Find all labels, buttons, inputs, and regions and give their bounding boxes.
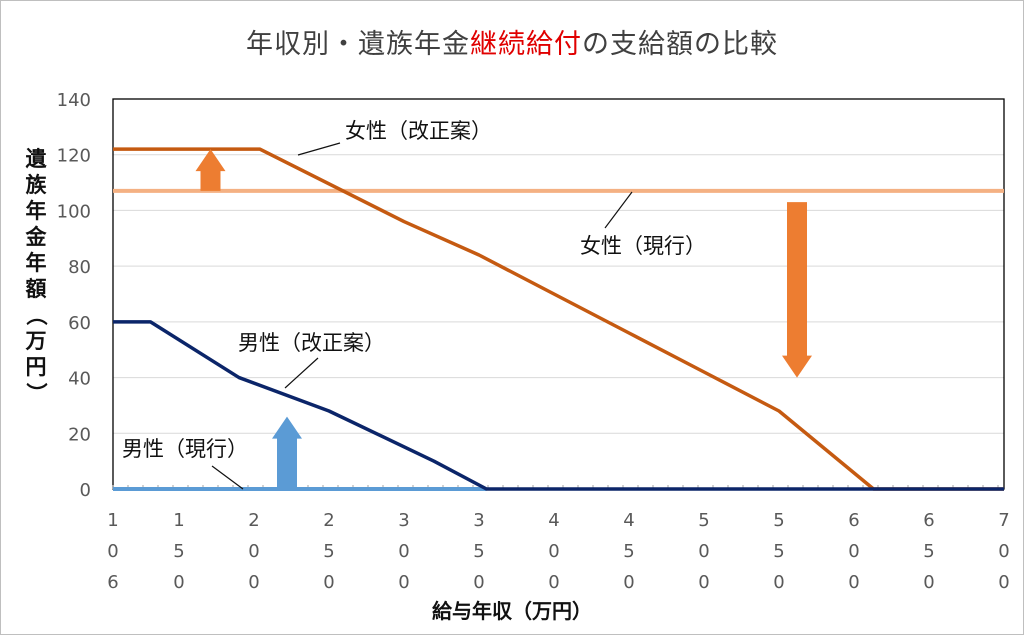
x-tick-label: 3 xyxy=(398,510,409,531)
arrow-up-icon xyxy=(272,416,302,489)
series-annotation: 男性（現行） xyxy=(122,437,248,461)
y-axis-label-char: 年 xyxy=(25,251,47,275)
chart-title: 年収別・遺族年金継続給付の支給額の比較 xyxy=(0,22,1024,61)
y-axis-label-char: 万 xyxy=(25,329,47,353)
annotation-leader-line xyxy=(284,357,319,389)
x-tick-label: 6 xyxy=(107,572,118,593)
y-axis-label-char: 遺 xyxy=(25,147,47,171)
x-tick-label: 0 xyxy=(923,572,934,593)
series-line xyxy=(113,320,1004,491)
x-tick-label: 6 xyxy=(848,510,859,531)
y-tick-label: 80 xyxy=(68,257,91,278)
x-tick-label: 5 xyxy=(773,541,784,562)
x-tick-label: 0 xyxy=(548,541,559,562)
y-tick-label: 40 xyxy=(68,369,91,390)
x-tick-label: 0 xyxy=(998,541,1009,562)
x-tick-label: 5 xyxy=(773,510,784,531)
y-axis-label-char: 額 xyxy=(25,277,47,301)
x-tick-label: 1 xyxy=(107,510,118,531)
title-highlight: 継続給付 xyxy=(470,29,582,60)
x-tick-label: 2 xyxy=(248,510,259,531)
y-axis-label: 遺族年金年額（万円） xyxy=(22,146,50,406)
x-tick-label: 0 xyxy=(698,541,709,562)
x-tick-label: 7 xyxy=(998,510,1009,531)
title-prefix: 年収別・遺族年金 xyxy=(246,29,470,60)
y-tick-label: 20 xyxy=(68,424,91,445)
series-line xyxy=(113,147,1004,491)
x-tick-label: 0 xyxy=(248,572,259,593)
x-tick-label: 5 xyxy=(623,541,634,562)
x-tick-label: 0 xyxy=(248,541,259,562)
x-tick-label: 4 xyxy=(548,510,559,531)
x-axis-label: 給与年収（万円） xyxy=(432,599,592,623)
annotation-leader-line xyxy=(604,191,633,229)
y-tick-label: 140 xyxy=(57,90,91,111)
x-tick-label: 0 xyxy=(848,572,859,593)
x-tick-label: 0 xyxy=(398,541,409,562)
y-axis-label-char: 円 xyxy=(25,355,47,379)
y-tick-label: 120 xyxy=(57,146,91,167)
annotation-leader-line xyxy=(211,465,244,490)
x-tick-label: 0 xyxy=(107,541,118,562)
series-annotation: 男性（改正案） xyxy=(238,331,385,355)
y-tick-label: 100 xyxy=(57,201,91,222)
x-tick-label: 5 xyxy=(323,541,334,562)
x-tick-label: 6 xyxy=(923,510,934,531)
title-suffix: の支給額の比較 xyxy=(582,29,778,60)
x-tick-label: 5 xyxy=(173,541,184,562)
x-tick-label: 2 xyxy=(323,510,334,531)
y-axis-label-char: 年 xyxy=(25,199,47,223)
x-tick-label: 5 xyxy=(698,510,709,531)
x-tick-label: 0 xyxy=(773,572,784,593)
x-tick-label: 0 xyxy=(398,572,409,593)
x-tick-label: 0 xyxy=(623,572,634,593)
x-tick-label: 0 xyxy=(998,572,1009,593)
x-tick-label: 4 xyxy=(623,510,634,531)
x-tick-label: 0 xyxy=(473,572,484,593)
annotation-leader-line xyxy=(297,142,341,156)
x-tick-label: 0 xyxy=(698,572,709,593)
x-tick-label: 0 xyxy=(173,572,184,593)
arrow-up-icon xyxy=(195,149,226,191)
y-axis-label-char: 族 xyxy=(25,173,47,197)
series-annotation: 女性（改正案） xyxy=(345,119,492,143)
y-axis-label-char: 金 xyxy=(25,225,47,249)
x-tick-label: 0 xyxy=(323,572,334,593)
x-tick-label: 5 xyxy=(923,541,934,562)
x-tick-label: 1 xyxy=(173,510,184,531)
x-tick-label: 3 xyxy=(473,510,484,531)
plot-area-border xyxy=(112,98,1005,490)
x-tick-label: 0 xyxy=(548,572,559,593)
series-annotation: 女性（現行） xyxy=(580,234,706,258)
x-tick-label: 5 xyxy=(473,541,484,562)
y-tick-label: 60 xyxy=(68,313,91,334)
x-tick-label: 0 xyxy=(848,541,859,562)
arrow-down-icon xyxy=(782,202,812,378)
y-tick-label: 0 xyxy=(80,480,91,501)
